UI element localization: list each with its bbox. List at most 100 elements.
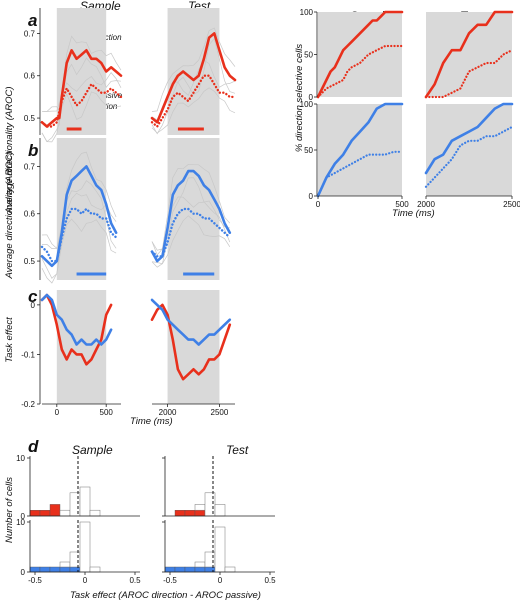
trace-faint-b-0-0-0 xyxy=(41,151,117,249)
y-tick-label-d-1-0: 0 xyxy=(21,568,26,577)
x-tick-label-d-0-2: 0.5 xyxy=(129,576,141,585)
hist-bar-sig-1-0-1 xyxy=(39,566,51,573)
hist-bar-ns-1-1-4 xyxy=(204,551,216,568)
y-tick-label-e-2: 100 xyxy=(300,8,314,17)
y-tick-label-c-2: -0.2 xyxy=(21,400,35,409)
series-line-c-1-1 xyxy=(150,298,232,346)
ylabel-a: Average directionality (AROC) xyxy=(4,86,15,214)
shaded-period-f-0 xyxy=(318,104,402,196)
hist-bar-sig-1-0-3 xyxy=(59,566,71,573)
y-tick-label-f-0: 0 xyxy=(309,192,314,201)
series-line-e-1-0 xyxy=(424,10,514,99)
shaded-period-c-1 xyxy=(167,290,220,404)
shaded-period-a-1 xyxy=(167,8,220,135)
hist-bar-sig-0-0-2 xyxy=(49,504,61,517)
y-tick-label-a-0: 0.5 xyxy=(24,114,36,123)
y-tick-label-e-0: 0 xyxy=(309,93,314,102)
series-line-a-1-1 xyxy=(150,74,237,128)
y-tick-label-b-1: 0.6 xyxy=(24,210,36,219)
hist-bar-ns-1-1-6 xyxy=(224,566,236,573)
series-line-b-1-1 xyxy=(150,207,232,258)
trace-faint-a-0-1-1 xyxy=(41,91,122,143)
trace-faint-b-0-1-0 xyxy=(41,192,117,250)
panel-label-c: c xyxy=(28,287,38,306)
shaded-period-e-1 xyxy=(426,12,512,97)
trace-faint-a-0-0-0 xyxy=(41,35,122,113)
x-tick-label-d-0-0: -0.5 xyxy=(28,576,42,585)
series-line-b-0-1 xyxy=(40,207,118,263)
series-line-b-1-0 xyxy=(150,169,232,263)
hist-bar-sig-1-1-1 xyxy=(174,566,186,573)
ylabel-ef: % direction selective cells xyxy=(294,44,305,152)
series-line-a-0-0 xyxy=(40,48,123,128)
x-tick-label-d-1-0: -0.5 xyxy=(163,576,177,585)
x-tick-label-d-1-2: 0.5 xyxy=(264,576,276,585)
trace-faint-b-1-1-1 xyxy=(151,215,231,265)
shaded-period-f-1 xyxy=(426,104,512,196)
x-tick-label-c-0-0: 0 xyxy=(55,408,60,417)
hist-bar-ns-0-0-6 xyxy=(89,509,101,517)
hist-bar-sig-0-1-3 xyxy=(194,510,206,517)
hist-bar-ns-0-0-3 xyxy=(59,509,71,517)
xlabel-f: Time (ms) xyxy=(392,208,435,219)
hist-bar-sig-1-1-2 xyxy=(184,566,196,573)
shaded-period-e-0 xyxy=(318,12,402,97)
series-line-c-0-1 xyxy=(40,293,113,346)
hist-bar-sig-0-0-1 xyxy=(39,510,51,517)
trace-faint-a-1-1-1 xyxy=(151,87,236,134)
y-tick-label-d-1-1: 10 xyxy=(16,518,25,527)
plot-layer: 0.50.60.70.50.60.70 500 2000 25000-0.1-0.20… xyxy=(16,8,520,585)
y-tick-label-d-0-0: 0 xyxy=(21,512,26,521)
y-tick-label-b-0: 0.5 xyxy=(24,257,36,266)
hist-bar-ns-1-0-3 xyxy=(59,561,71,568)
x-tick-label-f-1-0: 2000 xyxy=(417,200,435,209)
hist-bar-ns-1-0-6 xyxy=(89,566,101,573)
y-tick-label-c-0: 0 xyxy=(31,301,36,310)
xlabel-d: Task effect (AROC direction - AROC passi… xyxy=(70,590,261,601)
y-tick-label-f-1: 50 xyxy=(304,146,313,155)
hist-bar-ns-0-0-5 xyxy=(79,486,91,517)
ylabel-b: Average directionality (AROC) xyxy=(4,151,15,279)
panel-label-d: d xyxy=(28,437,39,456)
trace-faint-a-0-0-1 xyxy=(41,57,122,143)
y-tick-label-c-1: -0.1 xyxy=(21,350,35,359)
x-tick-label-c-1-1: 2500 xyxy=(211,408,229,417)
y-tick-label-d-0-1: 10 xyxy=(16,454,25,463)
y-tick-label-a-1: 0.6 xyxy=(24,72,36,81)
hist-bar-ns-1-0-4 xyxy=(69,551,81,568)
series-line-f-0-0 xyxy=(316,102,404,198)
hist-bar-sig-0-1-1 xyxy=(174,510,186,517)
trace-faint-a-0-1-0 xyxy=(41,72,122,113)
hist-bar-ns-1-1-5 xyxy=(214,526,226,573)
series-line-f-1-1 xyxy=(424,125,514,188)
xlabel-c: Time (ms) xyxy=(130,416,173,427)
annot-a-passive: Passive xyxy=(94,91,123,100)
hist-bar-sig-1-1-3 xyxy=(194,566,206,573)
series-line-b-0-0 xyxy=(40,165,118,268)
x-tick-label-f-1-1: 2500 xyxy=(503,200,520,209)
title-d-sample: Sample xyxy=(72,443,113,457)
hist-bar-sig-1-1-0 xyxy=(164,566,176,573)
x-tick-label-f-0-1: 500 xyxy=(395,200,409,209)
hist-bar-sig-1-0-2 xyxy=(49,566,61,573)
trace-faint-b-0-0-1 xyxy=(41,180,117,284)
y-tick-label-b-2: 0.7 xyxy=(24,162,36,171)
x-tick-label-c-1-0: 2000 xyxy=(159,408,177,417)
hist-bar-ns-1-1-3 xyxy=(194,561,206,568)
x-tick-label-d-1-1: 0 xyxy=(218,576,223,585)
ylabel-c: Task effect xyxy=(4,317,15,363)
trace-faint-a-1-0-1 xyxy=(151,38,236,135)
series-line-c-1-0 xyxy=(150,303,232,381)
hist-bar-sig-1-0-0 xyxy=(29,566,41,573)
panel-label-a: a xyxy=(28,11,37,30)
trace-faint-a-1-0-0 xyxy=(151,27,236,112)
trace-faint-b-1-0-0 xyxy=(151,163,231,256)
ylabel-d: Number of cells xyxy=(4,477,15,543)
series-line-a-1-0 xyxy=(150,32,237,124)
hist-bar-ns-0-1-3 xyxy=(194,504,206,511)
series-line-f-0-1 xyxy=(316,150,404,198)
x-tick-label-f-0-0: 0 xyxy=(316,200,321,209)
series-line-e-0-0 xyxy=(316,10,404,99)
y-tick-label-e-1: 50 xyxy=(304,51,313,60)
series-line-f-1-0 xyxy=(424,102,514,175)
